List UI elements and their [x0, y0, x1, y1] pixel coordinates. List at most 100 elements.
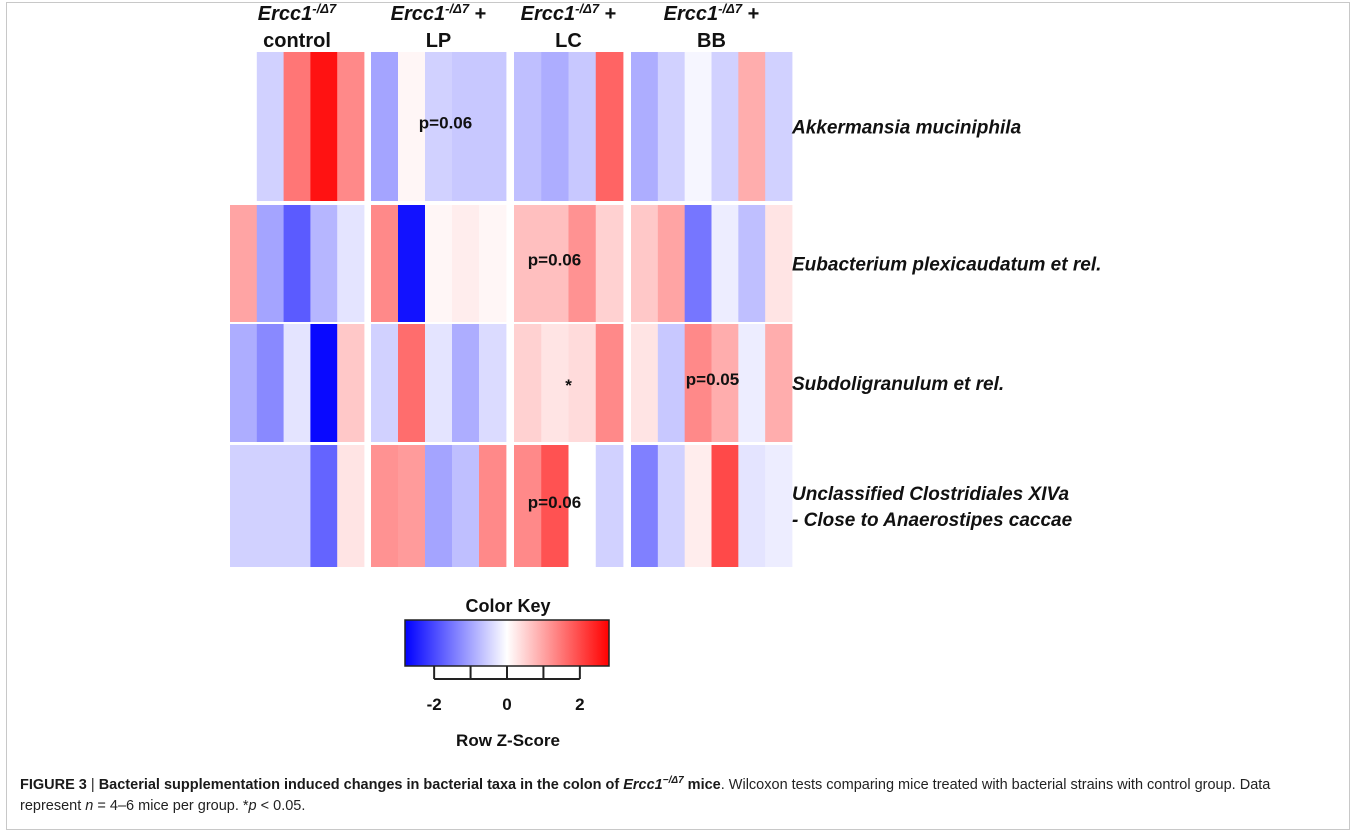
heatmap-cell	[684, 52, 712, 201]
heatmap-cell	[738, 324, 766, 442]
significance-annotations: p=0.06 p=0.06 * p=0.05 p=0.06	[419, 114, 739, 513]
heatmap-cell	[479, 205, 507, 322]
color-key-bar	[404, 619, 610, 667]
heatmap-cell	[310, 205, 338, 322]
heatmap-cell	[541, 445, 569, 567]
group-gene-name: Ercc1	[664, 3, 719, 25]
heatmap-cell	[711, 324, 739, 442]
heatmap-cell	[711, 445, 739, 567]
heatmap-cell	[398, 445, 426, 567]
group-label-1-line2: LP	[426, 30, 452, 52]
heatmap-cell	[452, 445, 480, 567]
heatmap-cell	[337, 445, 365, 567]
caption-p-symbol: p	[248, 797, 257, 814]
heatmap-cell	[256, 324, 284, 442]
heatmap-cell	[514, 205, 542, 322]
heatmap-cell	[657, 445, 686, 567]
heatmap-cell	[568, 205, 597, 322]
heatmap-cell	[425, 445, 453, 567]
heatmap-cell	[711, 205, 739, 322]
heatmap-cell	[541, 205, 569, 322]
caption-title-gene-superscript: −/Δ7	[662, 775, 684, 786]
caption-title-part2: mice	[683, 776, 721, 793]
caption-title-gene: Ercc1	[623, 776, 663, 793]
heatmap-cell	[256, 445, 284, 567]
heatmap-cell	[310, 324, 338, 442]
heatmap-cell	[711, 52, 739, 201]
figure-frame	[6, 2, 1350, 830]
heatmap-cell	[398, 205, 426, 322]
heatmap-cell	[479, 324, 507, 442]
caption-figure-label: FIGURE 3	[20, 776, 87, 793]
heatmap-cell	[479, 52, 507, 201]
group-label-suffix: +	[742, 3, 759, 25]
heatmap-cell	[595, 445, 624, 567]
significance-annotation: p=0.05	[686, 370, 739, 389]
row-labels: Akkermansia muciniphila Eubacterium plexi…	[791, 118, 1101, 532]
group-gene-superscript: -/Δ7	[445, 1, 470, 16]
heatmap-cell	[738, 445, 766, 567]
heatmap-cell	[283, 324, 311, 442]
heatmap-cell	[283, 52, 311, 201]
heatmap-cell	[230, 324, 258, 442]
heatmap-cell	[283, 205, 311, 322]
heatmap-cell	[684, 205, 712, 322]
heatmap-cell	[283, 445, 311, 567]
caption-separator: |	[86, 776, 99, 793]
heatmap-cell	[684, 445, 712, 567]
heatmap-cell	[371, 445, 399, 567]
group-gene-superscript: -/Δ7	[312, 1, 337, 16]
group-label-2-line2: LC	[555, 30, 582, 52]
heatmap-cell	[765, 324, 793, 442]
group-gene-name: Ercc1	[521, 3, 576, 25]
heatmap-cell	[738, 52, 766, 201]
heatmap-cell	[452, 324, 480, 442]
heatmap-cell	[514, 324, 542, 442]
heatmap-cell	[452, 205, 480, 322]
heatmap-cell	[230, 445, 258, 567]
caption-body-part1: . Wilcoxon tests comparing mice treated …	[20, 776, 1271, 814]
heatmap-cell	[631, 52, 659, 201]
group-label-1-line1: Ercc1-/Δ7 +	[391, 1, 487, 25]
group-gene-name: Ercc1	[258, 3, 313, 25]
heatmap-cell	[371, 324, 399, 442]
significance-annotation: *	[565, 376, 572, 395]
significance-annotation: p=0.06	[528, 493, 581, 512]
caption-body-part2: = 4–6 mice per group. *	[93, 797, 249, 814]
heatmap-cell	[425, 52, 453, 201]
heatmap-cell	[631, 205, 659, 322]
heatmap-cell	[595, 52, 624, 201]
heatmap-cell	[230, 205, 258, 322]
row-label-3-line1: - Close to Anaerostipes caccae	[792, 510, 1073, 531]
heatmap-cell	[398, 324, 426, 442]
heatmap-cell	[371, 52, 399, 201]
group-label-suffix: +	[469, 3, 486, 25]
color-key-tick-label: 2	[575, 695, 584, 714]
heatmap-cell	[256, 52, 284, 201]
heatmap-cell	[595, 205, 624, 322]
group-label-suffix: +	[599, 3, 616, 25]
color-key-title: Color Key	[465, 596, 550, 616]
heatmap-cells	[230, 52, 793, 567]
color-key-axis-label: Row Z-Score	[456, 731, 560, 750]
color-key-legend: Color Key -2 0 2 Row Z-Score	[404, 596, 610, 750]
group-gene-superscript: -/Δ7	[718, 1, 743, 16]
heatmap-cell	[337, 324, 365, 442]
heatmap-cell	[568, 324, 597, 442]
heatmap-cell	[337, 52, 365, 201]
row-label-3-line0: Unclassified Clostridiales XIVa	[792, 484, 1069, 505]
row-label-1: Eubacterium plexicaudatum et rel.	[792, 255, 1101, 276]
heatmap-cell	[765, 445, 793, 567]
group-label-2-line1: Ercc1-/Δ7 +	[521, 1, 617, 25]
heatmap-cell	[310, 445, 338, 567]
group-label-0-line2: control	[263, 30, 331, 52]
heatmap-cell	[371, 205, 399, 322]
caption-n-symbol: n	[85, 797, 94, 814]
heatmap-cell	[514, 445, 542, 567]
group-gene-name: Ercc1	[391, 3, 446, 25]
significance-annotation: p=0.06	[528, 251, 581, 270]
group-gene-superscript: -/Δ7	[575, 1, 600, 16]
heatmap-cell	[765, 52, 793, 201]
